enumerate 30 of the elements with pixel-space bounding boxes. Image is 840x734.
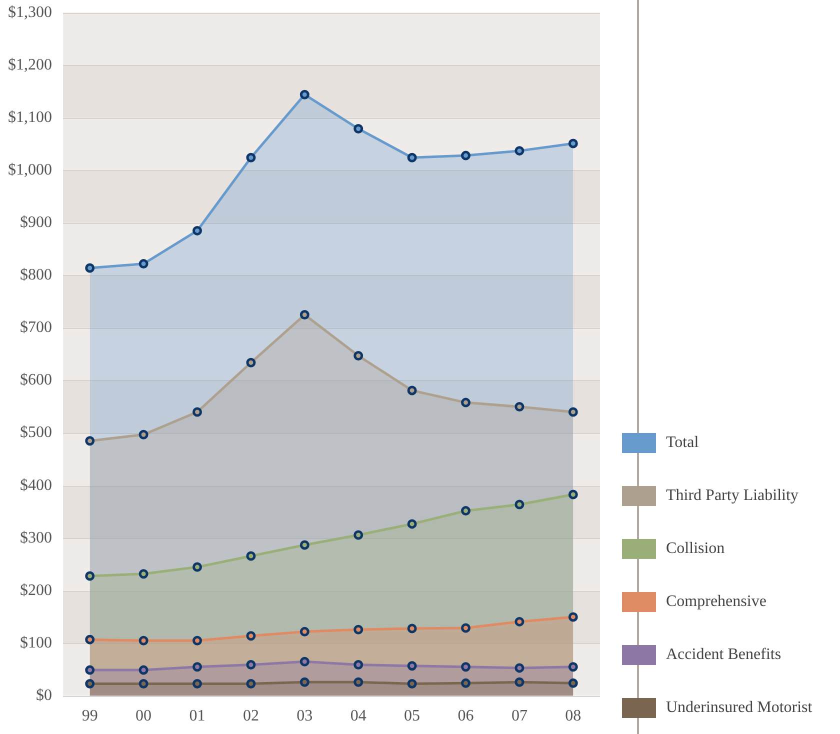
y-tick-label: $400 bbox=[20, 476, 52, 494]
y-tick-label: $1,200 bbox=[8, 56, 52, 74]
y-tick-label: $200 bbox=[20, 582, 52, 599]
y-tick-label: $600 bbox=[20, 372, 52, 389]
y-tick-label: $1,100 bbox=[8, 108, 52, 126]
legend-label: Accident Benefits bbox=[666, 646, 782, 664]
x-tick-label: 07 bbox=[511, 708, 528, 725]
y-tick-label: $1,300 bbox=[8, 4, 52, 21]
y-tick-label: $900 bbox=[20, 214, 52, 232]
legend-label: Total bbox=[666, 434, 699, 452]
x-tick-label: 03 bbox=[296, 708, 313, 725]
x-tick-label: 99 bbox=[82, 708, 98, 725]
x-tick-label: 01 bbox=[189, 708, 206, 725]
y-tick-label: $100 bbox=[20, 634, 52, 652]
legend-label: Third Party Liability bbox=[666, 486, 798, 504]
y-tick-label: $800 bbox=[20, 266, 52, 284]
y-tick-label: $700 bbox=[20, 319, 52, 336]
legend-label: Collision bbox=[666, 540, 725, 558]
x-tick-label: 05 bbox=[404, 708, 420, 725]
x-tick-label: 02 bbox=[242, 708, 259, 725]
y-tick-label: $1,000 bbox=[8, 161, 52, 178]
legend-label: Comprehensive bbox=[666, 592, 766, 610]
x-tick-label: 08 bbox=[565, 708, 582, 725]
y-tick-label: $500 bbox=[20, 424, 52, 442]
y-tick-label: $0 bbox=[36, 687, 52, 704]
x-tick-label: 00 bbox=[136, 708, 152, 725]
x-tick-label: 06 bbox=[458, 708, 474, 725]
x-tick-label: 04 bbox=[350, 708, 366, 725]
y-tick-label: $300 bbox=[20, 529, 52, 546]
legend-label: Underinsured Motorist bbox=[666, 698, 812, 716]
